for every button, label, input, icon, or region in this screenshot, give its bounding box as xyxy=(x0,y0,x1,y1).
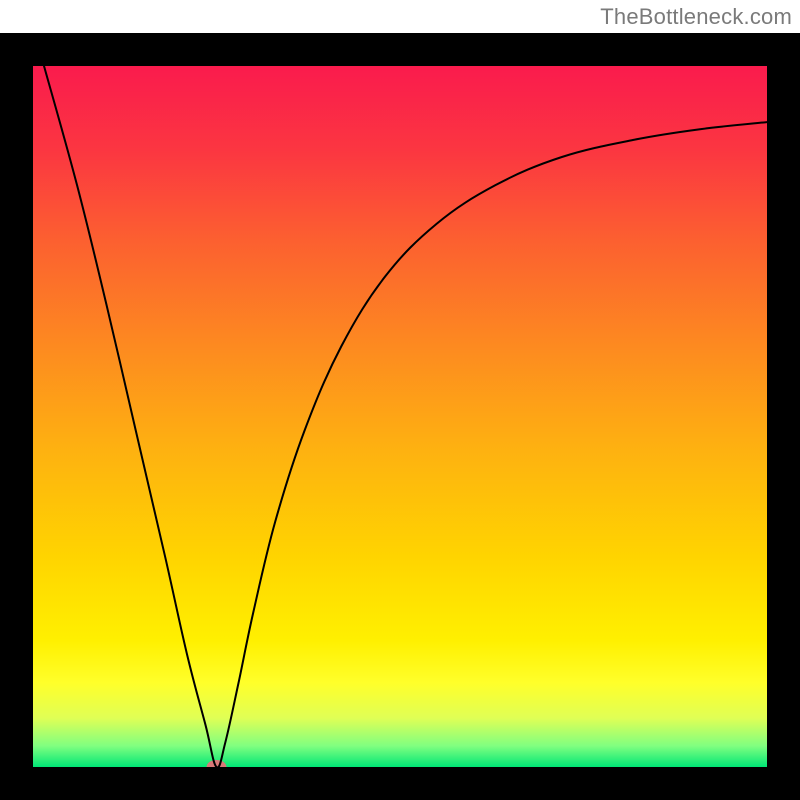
watermark-text: TheBottleneck.com xyxy=(600,0,792,33)
plot-area xyxy=(0,33,800,800)
chart-frame: TheBottleneck.com xyxy=(0,0,800,800)
bottleneck-chart-svg xyxy=(0,33,800,800)
